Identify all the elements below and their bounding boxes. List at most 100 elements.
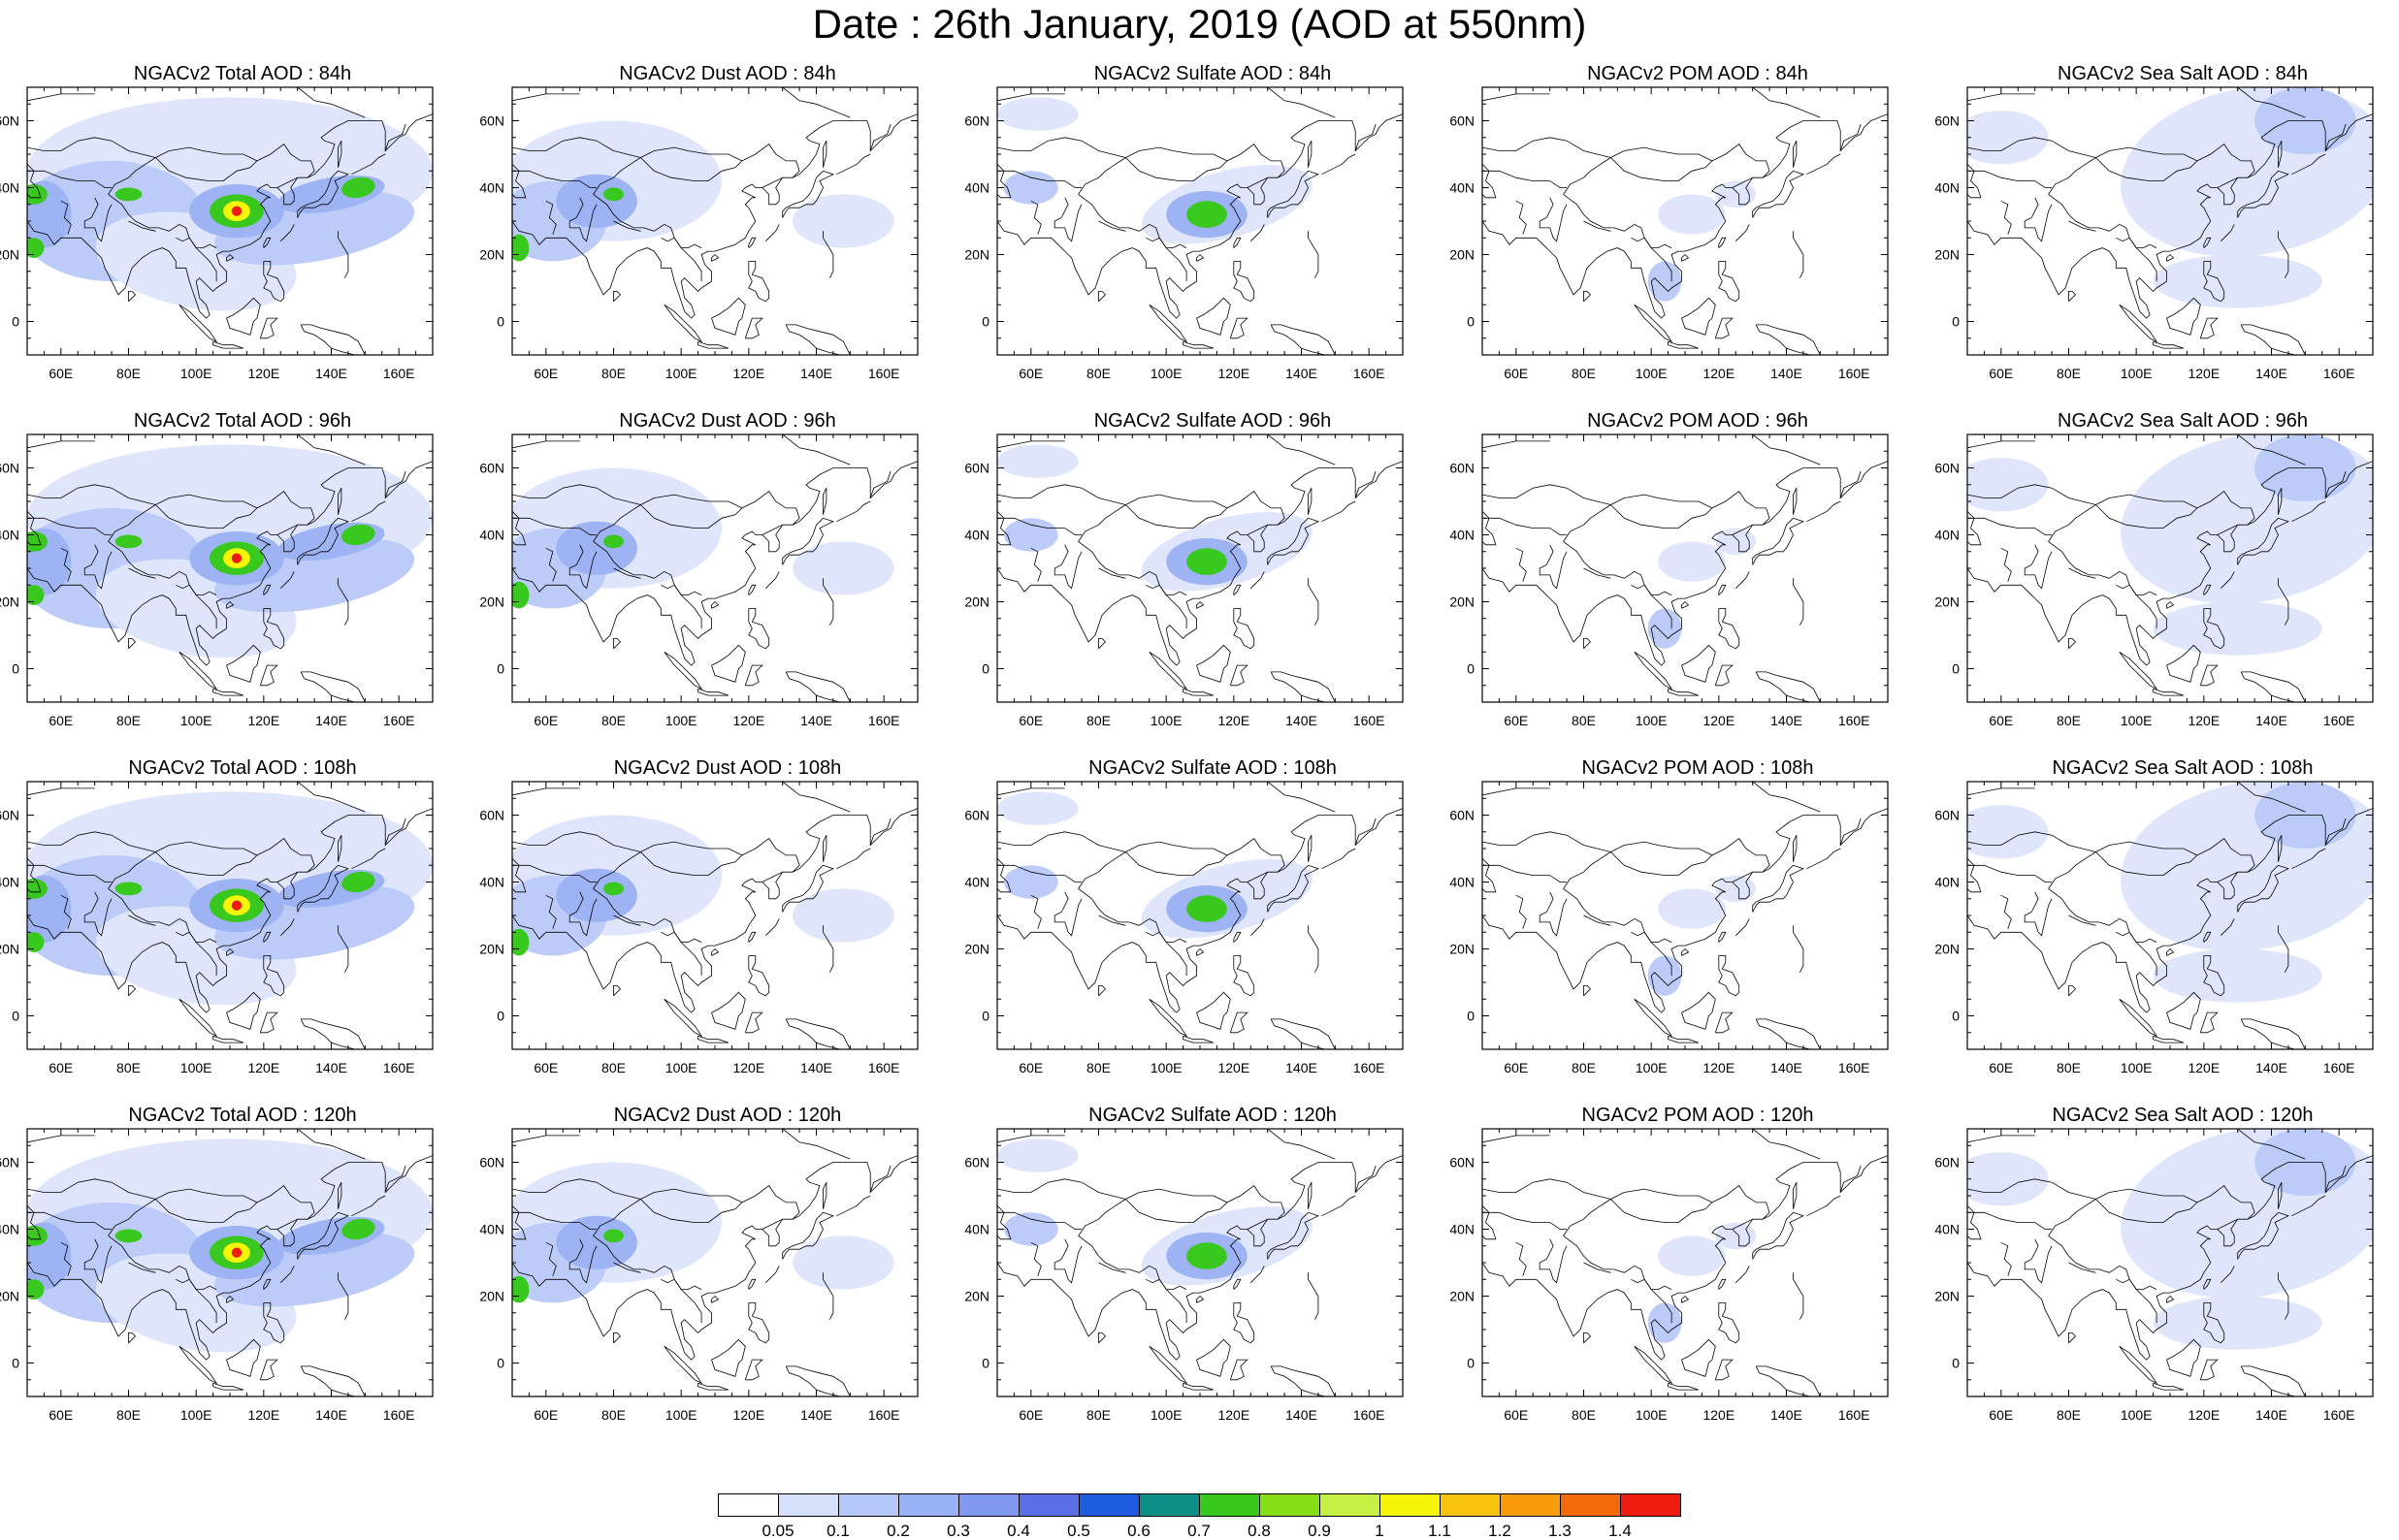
coastline xyxy=(259,1359,278,1381)
coastline xyxy=(1078,1199,1126,1236)
coastline xyxy=(1610,1188,1713,1223)
lat-tick-label: 40N xyxy=(964,1222,989,1237)
coastline xyxy=(263,1302,285,1344)
coastline xyxy=(2237,782,2306,813)
lat-tick-label: 20N xyxy=(1449,1289,1475,1304)
lat-tick-label: 60N xyxy=(1934,808,1960,823)
lon-tick-label: 80E xyxy=(601,1407,626,1423)
coastline xyxy=(1226,838,1285,873)
lon-tick-label: 100E xyxy=(2121,1407,2153,1423)
coastline xyxy=(997,914,1065,946)
aod-plume xyxy=(114,1229,143,1243)
coastline xyxy=(512,220,580,252)
coastline xyxy=(1125,146,1228,181)
coastline xyxy=(1321,500,1356,523)
coastline xyxy=(2240,1365,2306,1396)
aod-plume xyxy=(556,868,637,922)
coastline xyxy=(2324,470,2347,498)
coastline xyxy=(1270,324,1336,355)
coastline xyxy=(782,434,851,465)
coastline xyxy=(1967,1205,1982,1240)
panel-title: NGACv2 Dust AOD : 84h xyxy=(619,63,836,84)
coastline xyxy=(60,547,72,582)
coastline xyxy=(256,1185,315,1220)
coastline xyxy=(1149,1345,1188,1385)
coastline xyxy=(1354,1165,1377,1193)
lat-tick-label: 40N xyxy=(964,180,989,196)
coastline xyxy=(1793,1272,1804,1320)
coastline xyxy=(300,324,366,355)
lon-tick-label: 80E xyxy=(116,1407,141,1423)
lon-tick-label: 100E xyxy=(180,1060,212,1075)
coastline xyxy=(212,340,244,349)
coastline xyxy=(997,164,1012,199)
coastline xyxy=(1247,524,1268,535)
coastline xyxy=(226,991,261,1030)
coastline xyxy=(1250,571,1265,589)
coastline xyxy=(997,137,1126,158)
coastline xyxy=(748,931,757,943)
coastline xyxy=(2291,848,2326,870)
lat-tick-label: 40N xyxy=(1934,875,1960,890)
lon-tick-label: 160E xyxy=(1353,366,1385,381)
lon-tick-label: 120E xyxy=(2188,1060,2220,1075)
lon-tick-label: 120E xyxy=(1217,1407,1249,1423)
coastline xyxy=(94,461,433,666)
coastline xyxy=(1482,567,1550,599)
coastline xyxy=(1714,1359,1734,1381)
coastline xyxy=(2221,571,2235,589)
lon-tick-label: 160E xyxy=(1353,1407,1385,1423)
coastline xyxy=(2119,304,2158,343)
coastline xyxy=(2048,1199,2096,1236)
coastline xyxy=(2119,651,2158,690)
coastline xyxy=(568,891,598,937)
coastline xyxy=(2278,1272,2289,1320)
map-panel-sulfate-84: NGACv2 Sulfate AOD : 84h 60E 80E 100E 120E 14… xyxy=(964,62,1436,392)
aod-plume xyxy=(1647,1302,1682,1343)
lon-tick-label: 80E xyxy=(116,713,141,728)
lat-tick-label: 0 xyxy=(497,1009,504,1024)
coastline xyxy=(1308,1272,1319,1320)
coastline xyxy=(384,470,406,498)
coastline xyxy=(1735,571,1750,589)
coastline xyxy=(1270,1018,1336,1049)
coastline xyxy=(1321,153,1356,176)
coastline xyxy=(512,511,527,546)
lon-tick-label: 160E xyxy=(2323,366,2355,381)
coastline xyxy=(1054,1238,1083,1284)
colorbar-swatch xyxy=(1440,1493,1501,1517)
coastline xyxy=(1967,511,1982,546)
lat-tick-label: 20N xyxy=(479,1289,504,1304)
coastline xyxy=(1967,914,2035,946)
lat-tick-label: 20N xyxy=(479,247,504,263)
coastline xyxy=(1078,194,1187,248)
coastline xyxy=(593,1199,641,1236)
colorbar-label: 1.2 xyxy=(1488,1522,1511,1540)
coastline xyxy=(1482,517,1568,535)
aod-plume xyxy=(1647,608,1682,649)
aod-map: 60E 80E 100E 120E 140E 160E 60N 40N 20N 0 xyxy=(964,1128,1404,1423)
coastline xyxy=(1714,1011,1734,1034)
coastline xyxy=(765,918,780,936)
aod-plume xyxy=(231,900,243,911)
lat-tick-label: 40N xyxy=(1934,180,1960,196)
coastline xyxy=(2324,818,2347,846)
coastline xyxy=(1064,808,1403,1013)
coastline xyxy=(997,858,1012,893)
coastline xyxy=(512,170,598,188)
coastline xyxy=(593,1235,702,1290)
coastline xyxy=(748,237,757,248)
lon-tick-label: 140E xyxy=(1285,713,1317,728)
coastline xyxy=(1149,651,1188,690)
coastline xyxy=(226,947,235,956)
panel-title: NGACv2 Total AOD : 120h xyxy=(128,1105,357,1126)
coastline xyxy=(1229,317,1248,339)
coastline xyxy=(2119,1345,2158,1385)
lon-tick-label: 60E xyxy=(49,366,73,381)
lon-tick-label: 120E xyxy=(732,1407,764,1423)
coastline xyxy=(2278,925,2289,973)
coastline xyxy=(1610,146,1713,181)
coastline xyxy=(2217,176,2238,188)
panel-title: NGACv2 Sulfate AOD : 96h xyxy=(1093,410,1332,432)
coastline xyxy=(1267,1211,1319,1260)
